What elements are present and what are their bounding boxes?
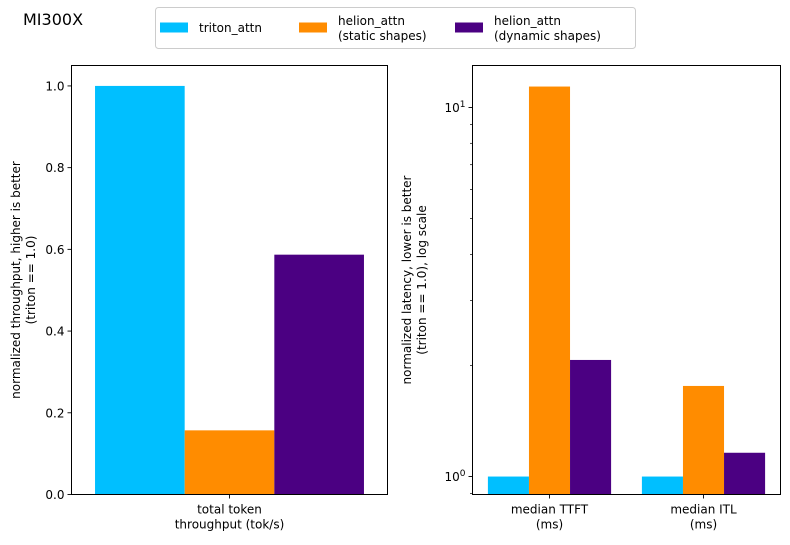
x-tick-label-line: median TTFT	[511, 503, 589, 517]
x-tick-label-line: median ITL	[670, 503, 737, 517]
y-tick-label-base: 10	[444, 101, 459, 115]
y-tick-label: 0.8	[45, 161, 64, 175]
y-tick-label: 0.6	[45, 243, 64, 257]
x-tick-label: median ITL (ms)	[670, 503, 737, 532]
legend-label-line: triton_attn	[199, 21, 262, 35]
y-axis-label-line: normalized throughput, higher is better	[9, 161, 23, 399]
legend-swatch	[299, 22, 327, 33]
legend-swatch	[455, 22, 483, 33]
y-axis-label: normalized throughput, higher is better(…	[9, 161, 38, 399]
y-tick-label-base: 10	[444, 470, 459, 484]
bar	[487, 476, 529, 495]
legend: triton_attn helion_attn (static shapes)hel…	[155, 7, 636, 49]
y-tick-label: 1.0	[45, 79, 64, 93]
x-tick-label-line: total token	[197, 503, 262, 517]
y-tick-label-exponent: 1	[460, 100, 466, 110]
y-tick-label-exponent: 0	[460, 469, 466, 479]
y-tick-label: 101	[444, 100, 465, 115]
bar	[95, 85, 185, 495]
x-tick-label-line: (ms)	[536, 518, 563, 532]
y-axis-label: normalized latency, lower is better(trit…	[400, 175, 429, 384]
x-tick-label: total token throughput (tok/s)	[175, 503, 285, 532]
bar	[724, 452, 766, 495]
bar	[682, 385, 725, 495]
legend-frame	[155, 7, 636, 49]
legend-label-line: helion_attn	[494, 14, 561, 28]
bar	[528, 86, 571, 495]
bar	[274, 254, 364, 495]
bar	[570, 359, 612, 495]
y-axis-label-line: normalized latency, lower is better	[400, 175, 414, 384]
y-tick-label: 0.0	[45, 488, 64, 502]
throughput-chart: 0.0 0.2 0.4 0.6 0.8 1.0 total token throughput …	[9, 65, 388, 532]
x-tick-label: median TTFT (ms)	[511, 503, 589, 532]
axes-frame	[472, 65, 781, 495]
figure-title: MI300X	[23, 10, 83, 29]
legend-label: helion_attn (dynamic shapes)	[494, 14, 601, 43]
legend-label-line: (dynamic shapes)	[494, 29, 601, 43]
y-axis-label-line: (triton == 1.0)	[24, 236, 38, 325]
legend-label: triton_attn	[199, 21, 262, 35]
bar	[641, 476, 683, 495]
x-tick-label-line: throughput (tok/s)	[175, 518, 285, 532]
y-tick-label: 0.2	[45, 406, 64, 420]
legend-label: helion_attn (static shapes)	[338, 14, 427, 43]
y-tick-label: 0.4	[45, 325, 64, 339]
y-axis-label-line: (triton == 1.0), log scale	[415, 205, 429, 354]
bar	[184, 430, 275, 495]
y-tick-label: 100	[444, 469, 465, 484]
legend-label-line: (static shapes)	[338, 29, 427, 43]
legend-swatch	[160, 22, 188, 33]
legend-label-line: helion_attn	[338, 14, 405, 28]
x-tick-label-line: (ms)	[690, 518, 717, 532]
